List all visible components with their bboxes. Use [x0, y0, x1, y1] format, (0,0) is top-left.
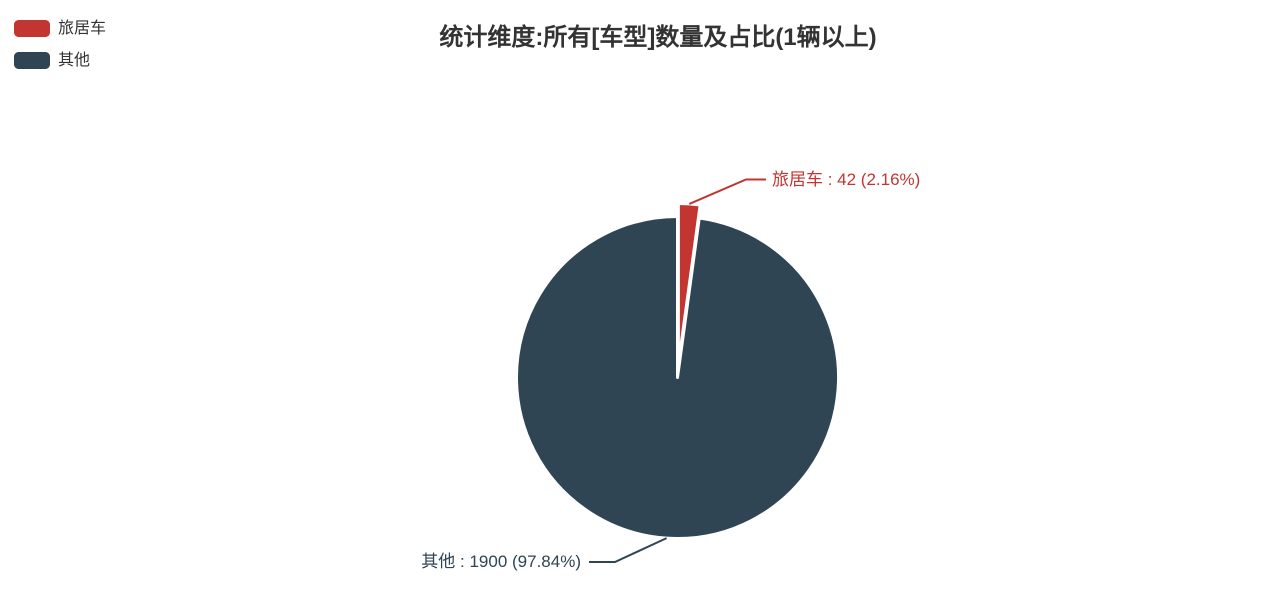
legend: 旅居车 其他: [14, 20, 106, 69]
legend-item-label: 旅居车: [58, 20, 107, 37]
legend-item-label: 其他: [58, 52, 91, 69]
legend-item-rv[interactable]: 旅居车: [14, 20, 106, 37]
label-line-1: [589, 537, 668, 563]
pie-slice-1[interactable]: [515, 215, 841, 540]
legend-swatch-icon: [14, 52, 50, 69]
chart-title: 统计维度:所有[车型]数量及占比(1辆以上): [439, 24, 877, 51]
label-line-0: [688, 178, 766, 205]
legend-swatch-icon: [14, 20, 50, 37]
pie-slice-0[interactable]: [676, 202, 702, 367]
pie-slice-label-other: 其他 : 1900 (97.84%): [421, 552, 581, 571]
legend-item-other[interactable]: 其他: [14, 52, 106, 69]
pie-slice-label-rv: 旅居车 : 42 (2.16%): [772, 170, 921, 189]
